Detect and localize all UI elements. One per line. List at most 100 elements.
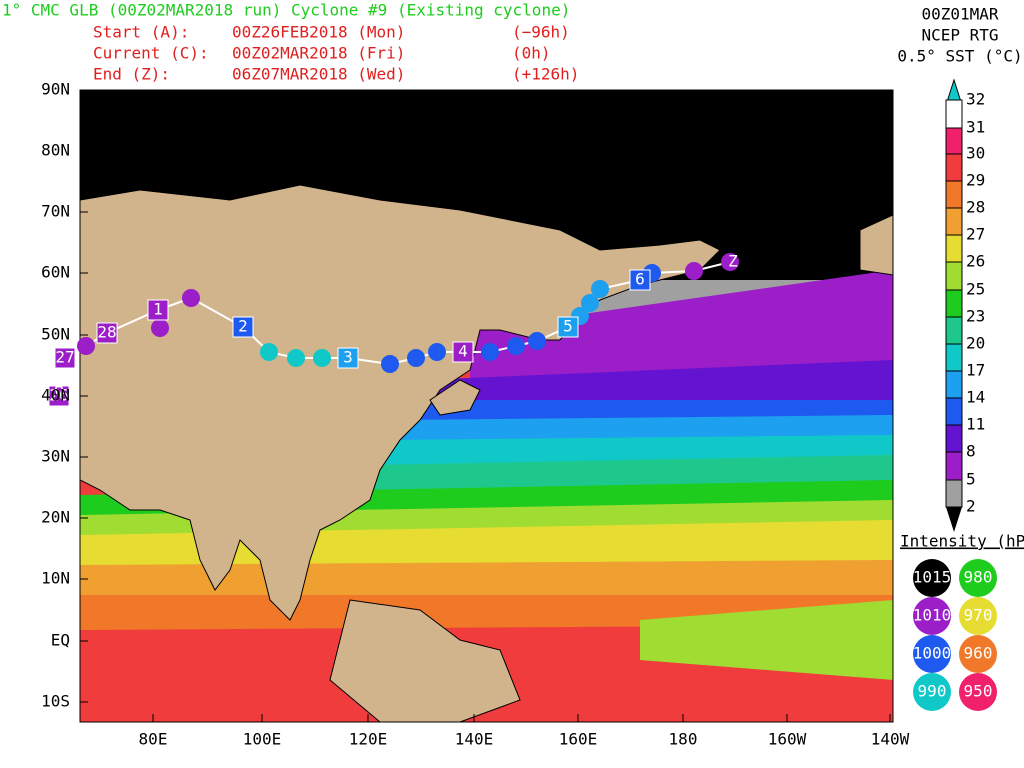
track-point	[260, 343, 278, 361]
track-point	[528, 332, 546, 350]
intensity-label: 970	[964, 606, 993, 625]
intensity-label: 1010	[913, 606, 952, 625]
colorbar-label: 8	[966, 442, 976, 461]
track-point	[721, 253, 739, 271]
colorbar-label: 29	[966, 171, 985, 190]
colorbar-label: 14	[966, 388, 985, 407]
colorbar-segment	[945, 99, 963, 129]
track-day-label: 28	[97, 323, 116, 342]
colorbar-segment	[945, 261, 963, 291]
track-day-label: 4	[458, 342, 468, 361]
intensity-swatch	[913, 673, 951, 711]
intensity-label: 1015	[913, 568, 952, 587]
track-point	[481, 343, 499, 361]
header-label: End (Z):	[93, 65, 170, 84]
header-label: Current (C):	[93, 44, 209, 63]
track-day-label: 1	[153, 300, 163, 319]
track-point	[591, 280, 609, 298]
colorbar-label: 25	[966, 280, 985, 299]
track-day-marker	[629, 269, 651, 291]
longitude-label: 160E	[559, 730, 598, 749]
track-point	[313, 349, 331, 367]
intensity-label: 990	[918, 682, 947, 701]
legend-title: Intensity (hPa):	[900, 532, 1024, 551]
track-point	[77, 337, 95, 355]
track-point	[407, 349, 425, 367]
track-point	[151, 319, 169, 337]
colorbar-segment	[945, 343, 963, 372]
intensity-swatch	[913, 559, 951, 597]
intensity-swatch	[913, 635, 951, 673]
latitude-label: EQ	[51, 631, 70, 650]
track-point	[685, 262, 703, 280]
track-day-marker	[96, 322, 118, 344]
longitude-label: 140W	[871, 730, 910, 749]
header-offset: (−96h)	[512, 23, 570, 42]
colorbar-bottom	[946, 507, 962, 532]
colorbar-label: 28	[966, 198, 985, 217]
latitude-label: 30N	[41, 447, 70, 466]
track-point	[381, 355, 399, 373]
colorbar-label: 31	[966, 118, 985, 137]
track-point	[507, 337, 525, 355]
track-point	[581, 294, 599, 312]
colorbar-segment	[945, 316, 963, 345]
track-day-label: 27	[55, 348, 74, 367]
latitude-label: 60N	[41, 263, 70, 282]
map-frame	[79, 89, 894, 723]
start-marker: A	[54, 376, 64, 395]
latitude-label: 70N	[41, 202, 70, 221]
intensity-label: 1000	[913, 644, 952, 663]
info-line: 00Z01MAR	[921, 5, 998, 24]
colorbar-label: 17	[966, 361, 985, 380]
track-line: 26 27 28 1 2 3 4 5 6 A Z	[48, 252, 739, 407]
colorbar-segment	[945, 153, 963, 182]
intensity-label: 980	[964, 568, 993, 587]
latitude-label: 40N	[41, 386, 70, 405]
header-offset: (+126h)	[512, 65, 579, 84]
header-time: 00Z02MAR2018 (Fri)	[232, 44, 405, 63]
latitude-label: 90N	[41, 80, 70, 99]
track-point	[428, 343, 446, 361]
intensity-swatch	[959, 559, 997, 597]
latitude-label: 50N	[41, 325, 70, 344]
end-marker: Z	[728, 252, 738, 271]
intensity-label: 960	[964, 644, 993, 663]
map-area	[80, 90, 893, 722]
colorbar-segment	[945, 397, 963, 426]
track-day-label: 5	[563, 317, 573, 336]
longitude-label: 80E	[139, 730, 168, 749]
longitude-label: 140E	[455, 730, 494, 749]
colorbar-segment	[945, 207, 963, 236]
intensity-swatch	[913, 597, 951, 635]
header-time: 00Z26FEB2018 (Mon)	[232, 23, 405, 42]
track-day-marker	[232, 316, 254, 338]
colorbar-label: 32	[966, 90, 985, 109]
track-day-marker	[54, 347, 76, 369]
colorbar-label: 5	[966, 470, 976, 489]
track-day-marker	[337, 347, 359, 369]
colorbar-segment	[945, 234, 963, 263]
title: 1° CMC GLB (00Z02MAR2018 run) Cyclone #9…	[2, 1, 570, 20]
colorbar-label: 23	[966, 307, 985, 326]
latitude-label: 10S	[41, 692, 70, 711]
colorbar-label: 20	[966, 334, 985, 353]
latitude-label: 80N	[41, 141, 70, 160]
intensity-label: 950	[964, 682, 993, 701]
header-label: Start (A):	[93, 23, 189, 42]
track-day-marker	[452, 341, 474, 363]
colorbar-segment	[945, 127, 963, 155]
header-offset: (0h)	[512, 44, 551, 63]
track-day-label: 2	[238, 317, 248, 336]
colorbar-segment	[945, 479, 963, 508]
longitude-label: 120E	[349, 730, 388, 749]
track-point	[287, 349, 305, 367]
colorbar-label: 2	[966, 497, 976, 516]
longitude-label: 160W	[768, 730, 807, 749]
latitude-label: 10N	[41, 569, 70, 588]
longitude-label: 100E	[243, 730, 282, 749]
colorbar-label: 26	[966, 252, 985, 271]
intensity-swatch	[959, 597, 997, 635]
colorbar-segment	[945, 451, 963, 481]
